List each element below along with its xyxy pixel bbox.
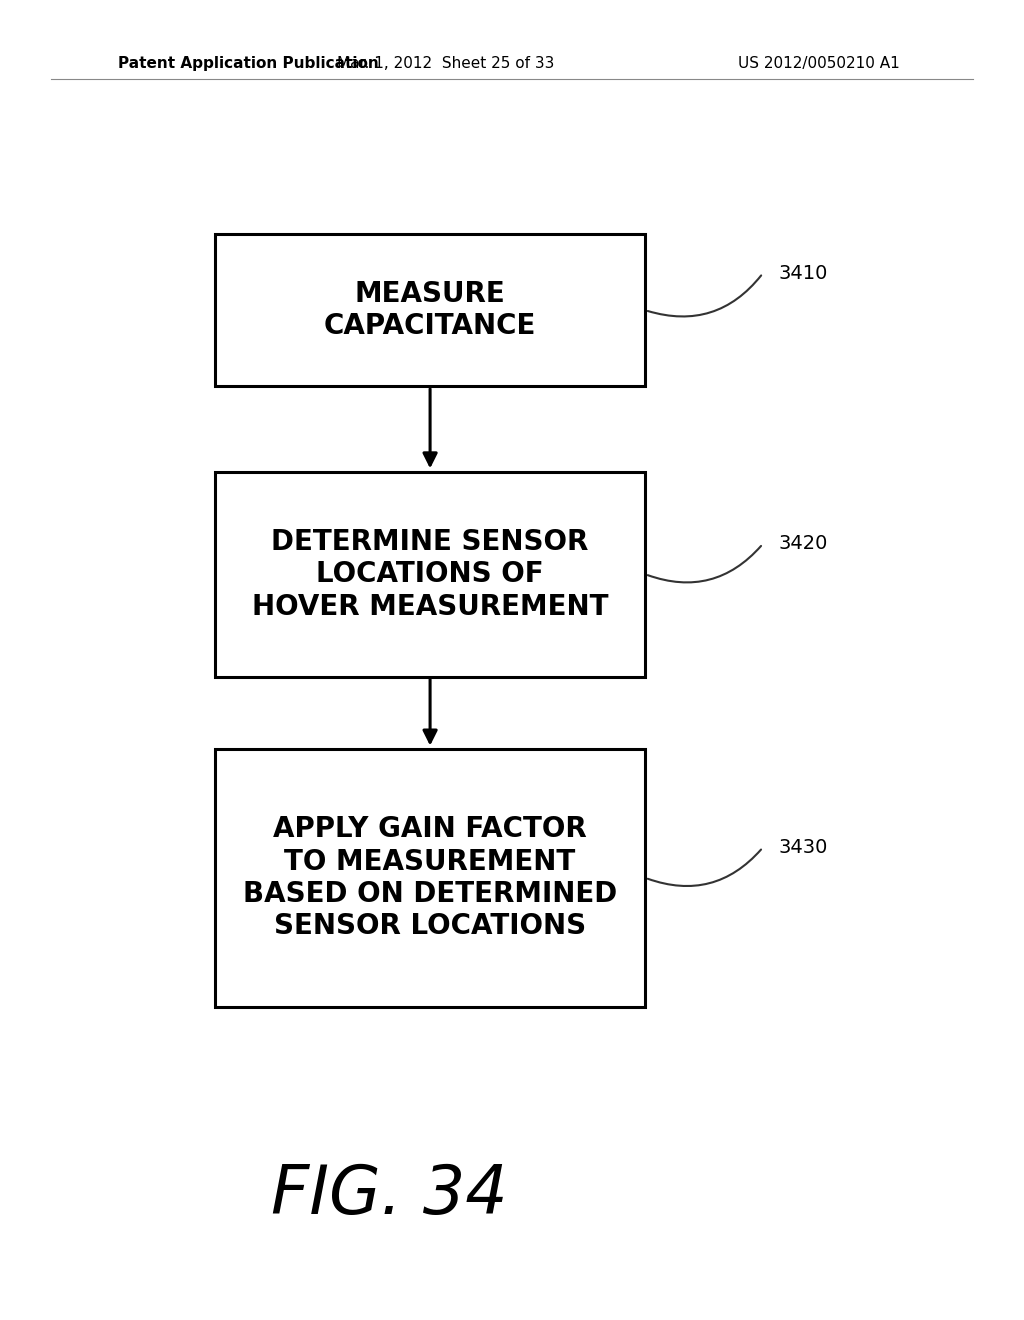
Text: Mar. 1, 2012  Sheet 25 of 33: Mar. 1, 2012 Sheet 25 of 33 [337,55,554,71]
Bar [215,750,645,1006]
Bar [215,473,645,677]
Text: MEASURE
CAPACITANCE: MEASURE CAPACITANCE [324,280,537,341]
Text: US 2012/0050210 A1: US 2012/0050210 A1 [738,55,900,71]
Text: 3410: 3410 [778,264,827,282]
Text: FIG. 34: FIG. 34 [270,1162,508,1228]
Text: DETERMINE SENSOR
LOCATIONS OF
HOVER MEASUREMENT: DETERMINE SENSOR LOCATIONS OF HOVER MEAS… [252,528,608,620]
Text: 3420: 3420 [778,535,827,553]
Text: 3430: 3430 [778,838,827,857]
Text: Patent Application Publication: Patent Application Publication [118,55,379,71]
Bar [215,235,645,385]
Text: APPLY GAIN FACTOR
TO MEASUREMENT
BASED ON DETERMINED
SENSOR LOCATIONS: APPLY GAIN FACTOR TO MEASUREMENT BASED O… [243,816,617,940]
